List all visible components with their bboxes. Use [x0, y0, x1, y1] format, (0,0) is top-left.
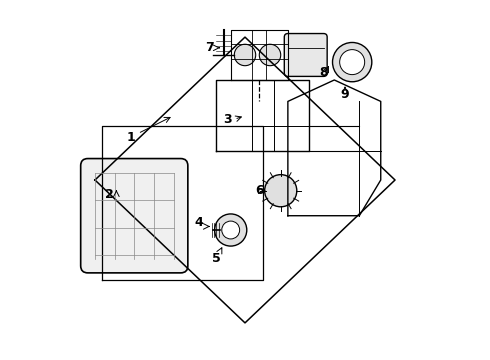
Circle shape — [333, 42, 372, 82]
Circle shape — [215, 214, 247, 246]
Text: 3: 3 — [223, 113, 231, 126]
Circle shape — [259, 44, 281, 66]
Text: 9: 9 — [341, 88, 349, 101]
Text: 7: 7 — [205, 41, 214, 54]
Circle shape — [265, 175, 297, 207]
FancyBboxPatch shape — [284, 33, 327, 76]
Text: 8: 8 — [319, 66, 328, 79]
FancyBboxPatch shape — [81, 158, 188, 273]
Circle shape — [222, 221, 240, 239]
Circle shape — [340, 50, 365, 75]
Text: 5: 5 — [212, 252, 221, 265]
Text: 4: 4 — [194, 216, 203, 229]
Text: 2: 2 — [105, 188, 114, 201]
Text: 1: 1 — [126, 131, 135, 144]
Text: 6: 6 — [255, 184, 264, 197]
Circle shape — [234, 44, 256, 66]
